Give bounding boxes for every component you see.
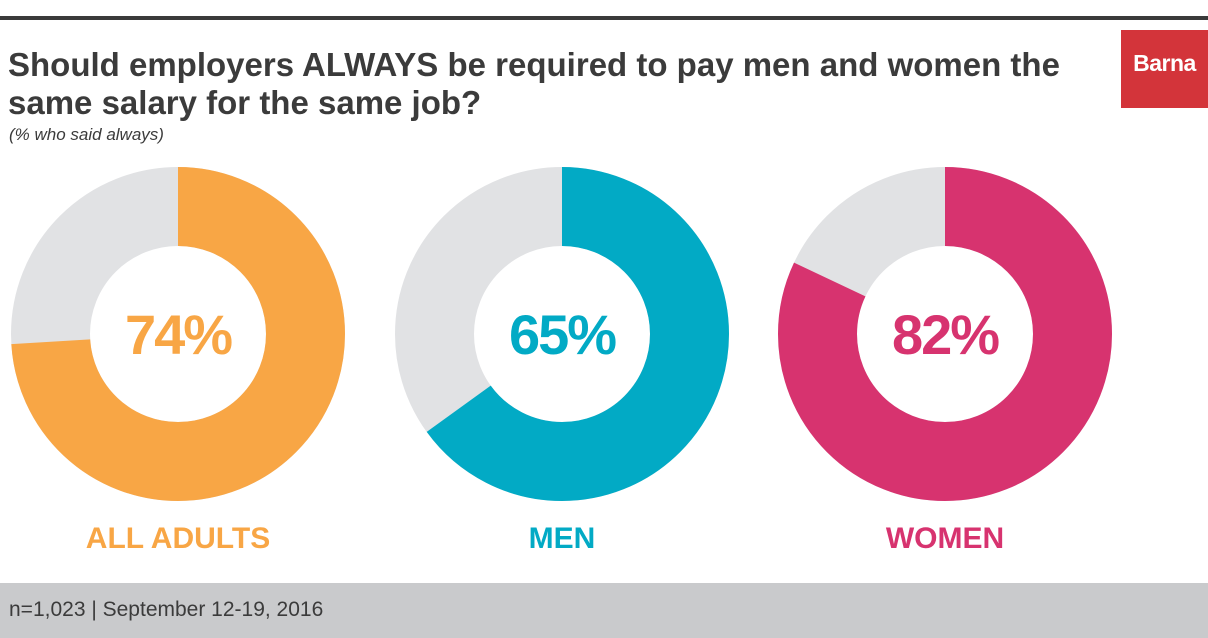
logo-text: Barna — [1133, 50, 1196, 76]
donut-category-label-women: WOMEN — [886, 522, 1004, 555]
donut-value-arc-men — [395, 167, 729, 501]
donut-women: 82% WOMEN — [778, 167, 1112, 555]
donut-value-arc-all-adults — [11, 167, 345, 501]
donut-value-arc-women — [778, 167, 1112, 501]
donut-category-label-all-adults: ALL ADULTS — [86, 522, 270, 555]
donut-value-label-women: 82% — [892, 303, 999, 366]
footer-note: n=1,023 | September 12-19, 2016 — [9, 598, 324, 621]
donut-men: 65% MEN — [395, 167, 729, 555]
donut-value-label-all-adults: 74% — [125, 303, 232, 366]
barna-logo: Barna — [1121, 30, 1208, 108]
top-rule — [0, 16, 1208, 20]
donut-charts: 74% ALL ADULTS 65% MEN 82% WOMEN — [11, 167, 1112, 555]
donut-all-adults: 74% ALL ADULTS — [11, 167, 345, 555]
chart-title: Should employers ALWAYS be required to p… — [8, 46, 1060, 121]
footer-bar: n=1,023 | September 12-19, 2016 — [0, 583, 1208, 638]
donut-category-label-men: MEN — [529, 522, 596, 555]
donut-value-label-men: 65% — [509, 303, 616, 366]
chart-subtitle: (% who said always) — [9, 125, 164, 144]
